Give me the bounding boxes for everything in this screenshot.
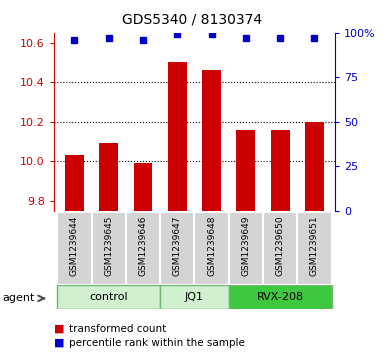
Bar (168, 62, 187, 211)
Bar (194, 212, 229, 285)
Text: RVX-208: RVX-208 (256, 292, 304, 302)
Text: JQ1: JQ1 (185, 292, 204, 302)
Text: ■: ■ (54, 338, 64, 348)
Text: GDS5340 / 8130374: GDS5340 / 8130374 (122, 13, 263, 27)
Text: GSM1239644: GSM1239644 (70, 215, 79, 276)
Text: GSM1239646: GSM1239646 (139, 215, 147, 276)
Bar (160, 285, 229, 309)
Text: transformed count: transformed count (69, 323, 167, 334)
Bar (271, 130, 290, 211)
Bar (65, 155, 84, 211)
Bar (229, 212, 263, 285)
Text: GSM1239649: GSM1239649 (241, 215, 250, 276)
Bar (305, 122, 324, 211)
Bar (297, 212, 331, 285)
Bar (92, 212, 126, 285)
Text: ■: ■ (54, 323, 64, 334)
Bar (263, 212, 297, 285)
Bar (99, 143, 118, 211)
Text: GSM1239648: GSM1239648 (207, 215, 216, 276)
Text: GSM1239647: GSM1239647 (173, 215, 182, 276)
Text: control: control (89, 292, 128, 302)
Bar (160, 212, 194, 285)
Bar (57, 285, 160, 309)
Text: GSM1239645: GSM1239645 (104, 215, 113, 276)
Bar (202, 70, 221, 211)
Bar (229, 285, 331, 309)
Bar (236, 130, 255, 211)
Text: agent: agent (2, 293, 34, 303)
Bar (126, 212, 160, 285)
Text: percentile rank within the sample: percentile rank within the sample (69, 338, 245, 348)
Text: GSM1239650: GSM1239650 (276, 215, 285, 276)
Text: GSM1239651: GSM1239651 (310, 215, 319, 276)
Bar (57, 212, 92, 285)
Bar (134, 163, 152, 211)
